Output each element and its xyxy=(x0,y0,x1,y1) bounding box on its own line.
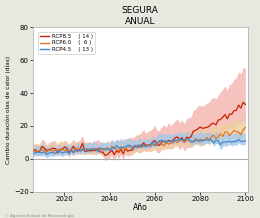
X-axis label: Año: Año xyxy=(133,203,148,213)
Title: SEGURA
ANUAL: SEGURA ANUAL xyxy=(122,5,159,26)
Text: © Agencia Estatal de Meteorología: © Agencia Estatal de Meteorología xyxy=(5,214,74,218)
Y-axis label: Cambio duración olas de calor (días): Cambio duración olas de calor (días) xyxy=(5,55,11,164)
Legend: RCP8.5    ( 14 ), RCP6.0    (  6 ), RCP4.5    ( 13 ): RCP8.5 ( 14 ), RCP6.0 ( 6 ), RCP4.5 ( 13… xyxy=(38,32,95,54)
